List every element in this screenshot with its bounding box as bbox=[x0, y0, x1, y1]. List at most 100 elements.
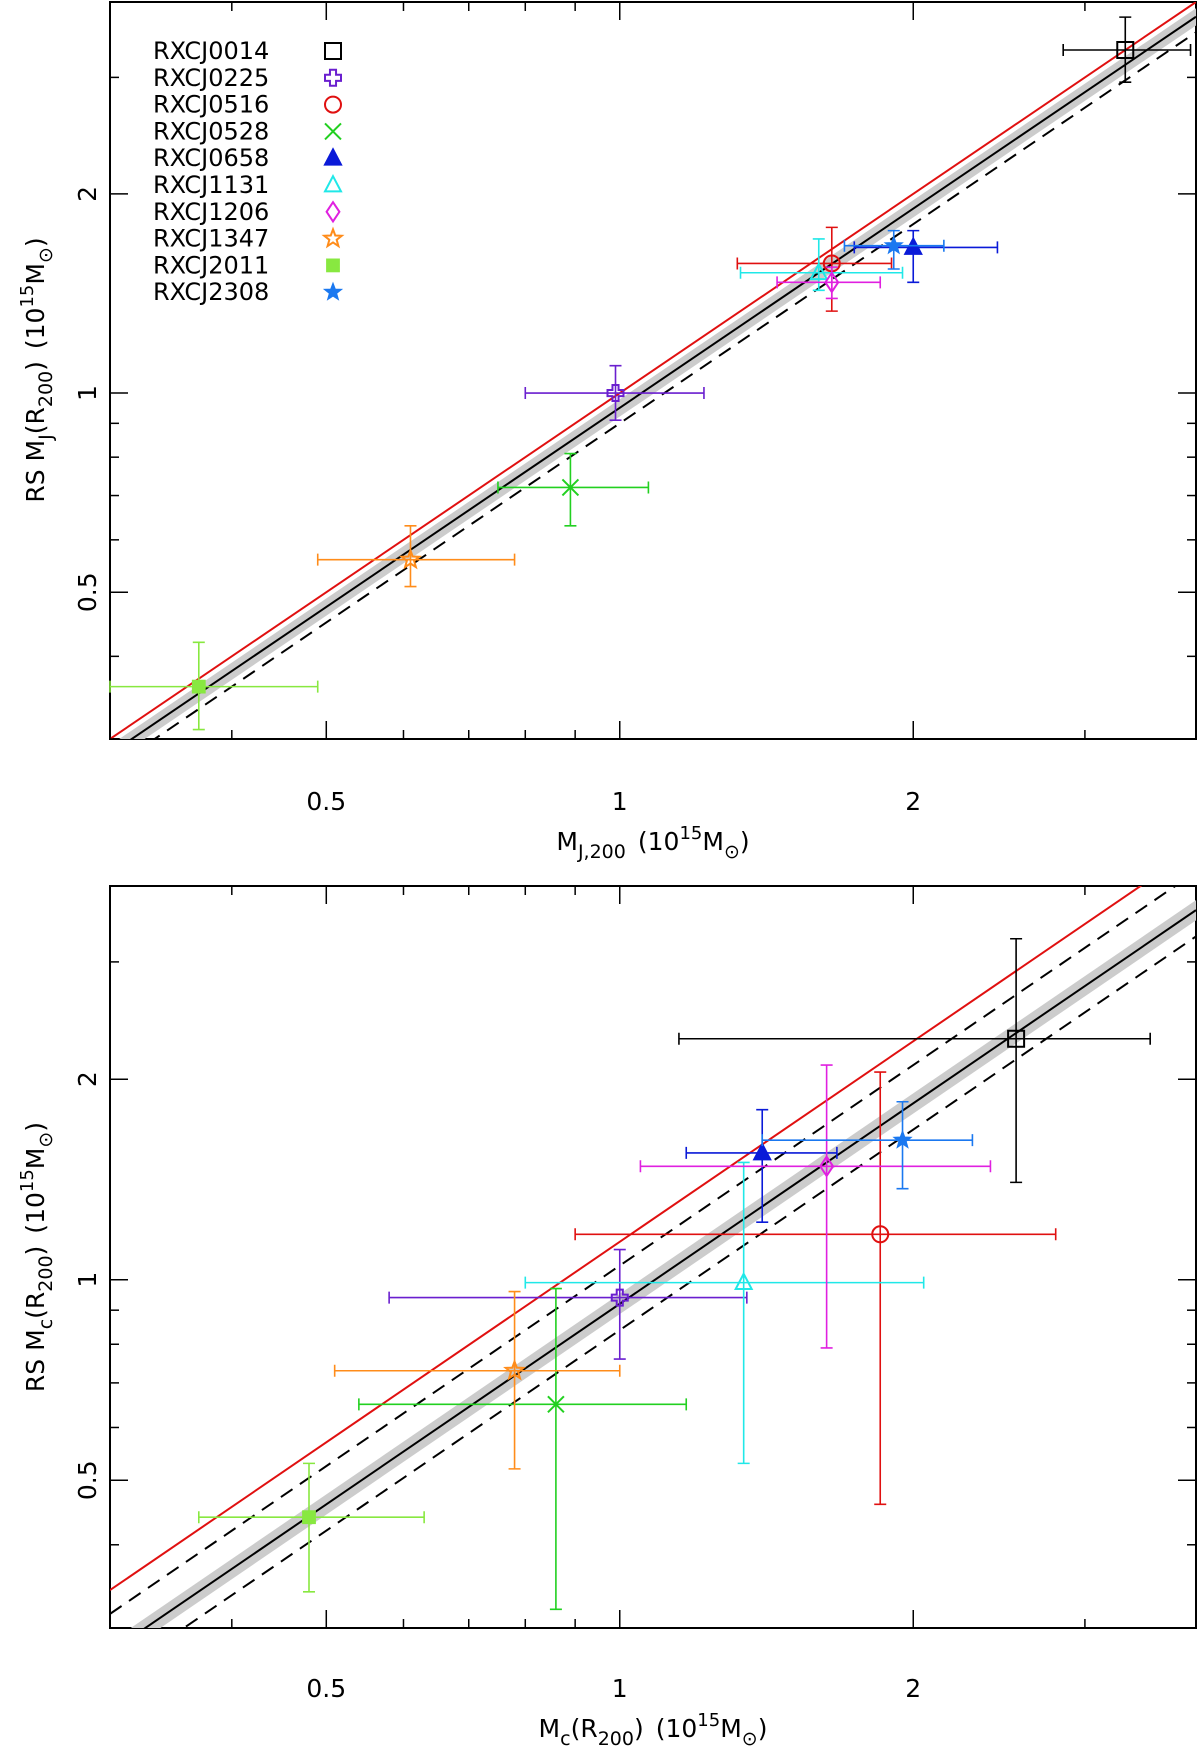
y-tick-label: 2 bbox=[73, 186, 102, 202]
x-tick-label: 2 bbox=[905, 787, 921, 816]
marker-RXCJ1131 bbox=[734, 1271, 754, 1291]
error-bar-RXCJ2011 bbox=[109, 641, 319, 731]
error-bar-RXCJ0225 bbox=[524, 364, 705, 421]
legend-label: RXCJ1347 bbox=[153, 225, 269, 253]
legend-item-RXCJ2011: RXCJ2011 bbox=[153, 251, 340, 279]
plot-frame-top bbox=[109, 1, 1197, 740]
point-RXCJ0516 bbox=[574, 1071, 1057, 1506]
fit-lines bbox=[110, 2, 1196, 739]
error-bar-RXCJ2308 bbox=[761, 1100, 974, 1190]
point-RXCJ1131 bbox=[739, 238, 904, 292]
marker-RXCJ2308 bbox=[892, 1129, 913, 1149]
marker-RXCJ0014 bbox=[1116, 41, 1135, 60]
panel-bottom: 0.5 1 2 0.5 1 2 Mc(R200) (1015M⊙) RS Mc(R200)(… bbox=[17, 885, 1197, 1746]
error-bar-RXCJ1347 bbox=[333, 1290, 621, 1470]
x-axis-title-top: MJ,200 (1015M⊙) bbox=[556, 823, 749, 863]
axis-ticks: 0.5 1 2 0.5 1 2 bbox=[73, 886, 1196, 1703]
legend-label: RXCJ1131 bbox=[153, 171, 269, 199]
y-tick-label: 1 bbox=[73, 385, 102, 401]
one-to-one-line bbox=[110, 886, 1143, 1591]
fit-line bbox=[143, 909, 1196, 1628]
fit-band bbox=[119, 8, 1196, 739]
legend-item-RXCJ0014: RXCJ0014 bbox=[153, 37, 342, 65]
chart-marks-bottom: 0.5 1 2 0.5 1 2 bbox=[73, 886, 1196, 1703]
legend-item-RXCJ0516: RXCJ0516 bbox=[153, 91, 342, 119]
error-bar-RXCJ0014 bbox=[678, 937, 1151, 1184]
error-bar-RXCJ0516 bbox=[574, 1071, 1057, 1506]
error-bar-RXCJ0658 bbox=[853, 229, 999, 284]
legend-marker-RXCJ0528 bbox=[324, 122, 342, 141]
fit-band bbox=[130, 900, 1196, 1628]
point-RXCJ0528 bbox=[497, 452, 650, 527]
point-RXCJ0225 bbox=[388, 1248, 748, 1360]
legend-item-RXCJ0225: RXCJ0225 bbox=[153, 64, 342, 92]
marker-RXCJ1131 bbox=[809, 261, 829, 281]
legend-marker-RXCJ0516 bbox=[324, 95, 342, 114]
legend-item-RXCJ1131: RXCJ1131 bbox=[153, 171, 343, 199]
marker-RXCJ0528 bbox=[561, 478, 580, 497]
marker-RXCJ2011 bbox=[302, 1510, 316, 1525]
error-bar-RXCJ0225 bbox=[388, 1248, 748, 1360]
error-bar-RXCJ0528 bbox=[497, 452, 650, 527]
legend-marker-RXCJ0014 bbox=[324, 42, 342, 60]
chart-marks-top: 0.5 1 2 0.5 1 2 bbox=[73, 2, 1196, 816]
legend-label: RXCJ0516 bbox=[153, 91, 269, 119]
legend-item-RXCJ1206: RXCJ1206 bbox=[153, 198, 341, 226]
point-RXCJ2308 bbox=[761, 1100, 974, 1190]
y-tick-label: 0.5 bbox=[73, 1460, 102, 1500]
legend-marker-RXCJ0225 bbox=[324, 68, 342, 87]
legend-item-RXCJ0658: RXCJ0658 bbox=[153, 144, 343, 172]
y-tick-label: 2 bbox=[73, 1071, 102, 1087]
error-bar-RXCJ0014 bbox=[1062, 16, 1192, 84]
legend-label: RXCJ0658 bbox=[153, 144, 269, 172]
one-to-one-line bbox=[110, 2, 1196, 739]
error-bar-RXCJ1206 bbox=[639, 1064, 992, 1349]
point-RXCJ0014 bbox=[678, 937, 1151, 1184]
legend-item-RXCJ1347: RXCJ1347 bbox=[153, 225, 345, 253]
legend-marker-RXCJ1131 bbox=[323, 174, 343, 193]
panel-top: 0.5 1 20.512 RXCJ0014RXCJ0225RXCJ0516RXCJ0… bbox=[17, 1, 1197, 863]
dashed-line-1 bbox=[182, 935, 1196, 1628]
legend-marker-RXCJ0658 bbox=[323, 147, 343, 166]
fit-line bbox=[129, 15, 1196, 739]
point-RXCJ2308 bbox=[843, 229, 945, 270]
x-axis-title-bottom: Mc(R200) (1015M⊙) bbox=[539, 1710, 768, 1746]
y-tick-label: 0.5 bbox=[73, 572, 102, 612]
point-RXCJ0225 bbox=[524, 364, 705, 421]
fit-lines bbox=[110, 886, 1196, 1628]
x-tick-label: 2 bbox=[905, 1674, 921, 1703]
y-tick-label: 1 bbox=[73, 1272, 102, 1288]
point-RXCJ1131 bbox=[524, 1161, 925, 1465]
error-bar-RXCJ1131 bbox=[524, 1161, 925, 1465]
point-RXCJ2011 bbox=[109, 641, 319, 731]
point-RXCJ0014 bbox=[1062, 16, 1192, 84]
x-tick-label: 1 bbox=[612, 1674, 628, 1703]
point-RXCJ2011 bbox=[197, 1462, 425, 1593]
y-axis-title-top: RS MJ(R200)(1015M⊙) bbox=[17, 237, 57, 502]
error-bar-RXCJ1206 bbox=[776, 266, 882, 300]
error-bar-RXCJ0528 bbox=[358, 1287, 688, 1611]
marker-RXCJ0516 bbox=[871, 1225, 890, 1244]
legend-item-RXCJ0528: RXCJ0528 bbox=[153, 117, 342, 145]
point-RXCJ1347 bbox=[316, 525, 516, 588]
marker-RXCJ0528 bbox=[547, 1395, 565, 1414]
marker-RXCJ2011 bbox=[191, 679, 206, 694]
x-tick-label: 1 bbox=[612, 787, 628, 816]
legend-label: RXCJ1206 bbox=[153, 198, 269, 226]
marker-RXCJ0658 bbox=[752, 1141, 772, 1161]
point-RXCJ0528 bbox=[358, 1287, 688, 1611]
axis-ticks: 0.5 1 2 0.5 1 2 bbox=[73, 2, 1196, 816]
marker-RXCJ1347 bbox=[398, 547, 422, 570]
legend-label: RXCJ0014 bbox=[153, 37, 269, 65]
legend-marker-RXCJ2308 bbox=[322, 281, 344, 301]
legend-item-RXCJ2308: RXCJ2308 bbox=[153, 278, 344, 306]
marker-RXCJ0225 bbox=[606, 384, 625, 403]
legend-label: RXCJ0528 bbox=[153, 117, 269, 145]
y-axis-title-bottom: RS Mc(R200)(1015M⊙) bbox=[17, 1122, 57, 1392]
legend-marker-RXCJ1206 bbox=[325, 200, 341, 224]
marker-RXCJ1347 bbox=[503, 1358, 527, 1381]
plot-frame-bottom bbox=[109, 885, 1197, 1629]
marker-RXCJ1206 bbox=[824, 270, 840, 294]
marker-RXCJ2308 bbox=[883, 235, 904, 255]
